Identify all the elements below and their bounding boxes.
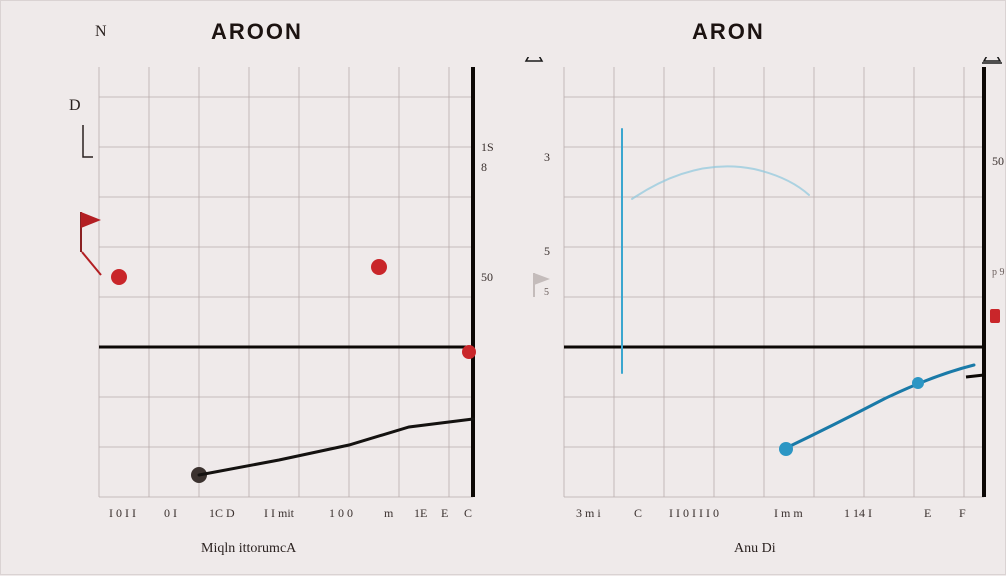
svg-text:C: C bbox=[464, 506, 472, 520]
right-left-yticks: 3 5 5 bbox=[544, 150, 550, 298]
right-corner-tri-left-icon bbox=[526, 57, 542, 61]
svg-text:8: 8 bbox=[481, 160, 487, 174]
svg-text:I 0 I I: I 0 I I bbox=[109, 506, 136, 520]
left-chart-title: AROON bbox=[211, 19, 303, 45]
svg-text:1E: 1E bbox=[414, 506, 427, 520]
svg-text:3: 3 bbox=[544, 150, 550, 164]
svg-text:E: E bbox=[441, 506, 448, 520]
right-blue-dot-2 bbox=[912, 377, 924, 389]
svg-text:50: 50 bbox=[481, 270, 493, 284]
svg-text:1 0 0: 1 0 0 bbox=[329, 506, 353, 520]
svg-text:5: 5 bbox=[544, 287, 549, 298]
svg-text:1S: 1S bbox=[481, 140, 494, 154]
svg-text:F: F bbox=[959, 506, 966, 520]
right-right-yticks: 50 p 9 bbox=[992, 154, 1005, 278]
right-x-ticks: 3 m i C I I 0 I I I 0 I m m 1 14 I E F bbox=[576, 506, 966, 520]
left-chart-panel: AROON N D bbox=[1, 1, 504, 576]
svg-text:I m m: I m m bbox=[774, 506, 803, 520]
left-right-yticks: 1S 8 50 bbox=[481, 140, 494, 284]
svg-text:C: C bbox=[634, 506, 642, 520]
right-edge-stub bbox=[966, 375, 984, 377]
right-chart-panel: ARON bbox=[504, 1, 1006, 576]
left-red-dot-2 bbox=[371, 259, 387, 275]
right-x-axis-label: Anu Di bbox=[734, 541, 776, 557]
svg-text:3 m i: 3 m i bbox=[576, 506, 601, 520]
svg-text:50: 50 bbox=[992, 154, 1004, 168]
right-corner-tri-right-icon bbox=[984, 57, 1000, 61]
right-blue-arc bbox=[632, 166, 809, 199]
left-grid bbox=[99, 67, 473, 497]
svg-text:I I mit: I I mit bbox=[264, 506, 295, 520]
svg-text:I I 0 I I I 0: I I 0 I I I 0 bbox=[669, 506, 719, 520]
left-x-ticks: I 0 I I 0 I 1C D I I mit 1 0 0 m 1E E C bbox=[109, 506, 472, 520]
left-x-axis-label: Miqln ittorumcA bbox=[201, 541, 296, 557]
left-red-dot-1 bbox=[111, 269, 127, 285]
left-flag-icon bbox=[81, 212, 101, 275]
svg-text:p 9: p 9 bbox=[992, 267, 1005, 278]
svg-text:5: 5 bbox=[544, 244, 550, 258]
left-corner-N: N bbox=[95, 23, 107, 41]
svg-text:1C D: 1C D bbox=[209, 506, 235, 520]
svg-text:1 14 I: 1 14 I bbox=[844, 506, 872, 520]
right-plot-svg: 3 5 5 50 p 9 3 m i C I I 0 I I I 0 I m m bbox=[504, 57, 1006, 527]
right-grid bbox=[564, 67, 984, 497]
right-red-marker bbox=[990, 309, 1000, 323]
svg-text:0 I: 0 I bbox=[164, 506, 177, 520]
left-red-dot-3 bbox=[462, 345, 476, 359]
left-plot-svg: I 0 I I 0 I 1C D I I mit 1 0 0 m 1E E C … bbox=[79, 57, 499, 527]
right-blue-dot-1 bbox=[779, 442, 793, 456]
svg-text:m: m bbox=[384, 506, 394, 520]
right-chart-title: ARON bbox=[692, 19, 765, 45]
left-bracket-icon bbox=[83, 125, 93, 157]
svg-text:E: E bbox=[924, 506, 931, 520]
right-blue-line bbox=[784, 365, 974, 449]
